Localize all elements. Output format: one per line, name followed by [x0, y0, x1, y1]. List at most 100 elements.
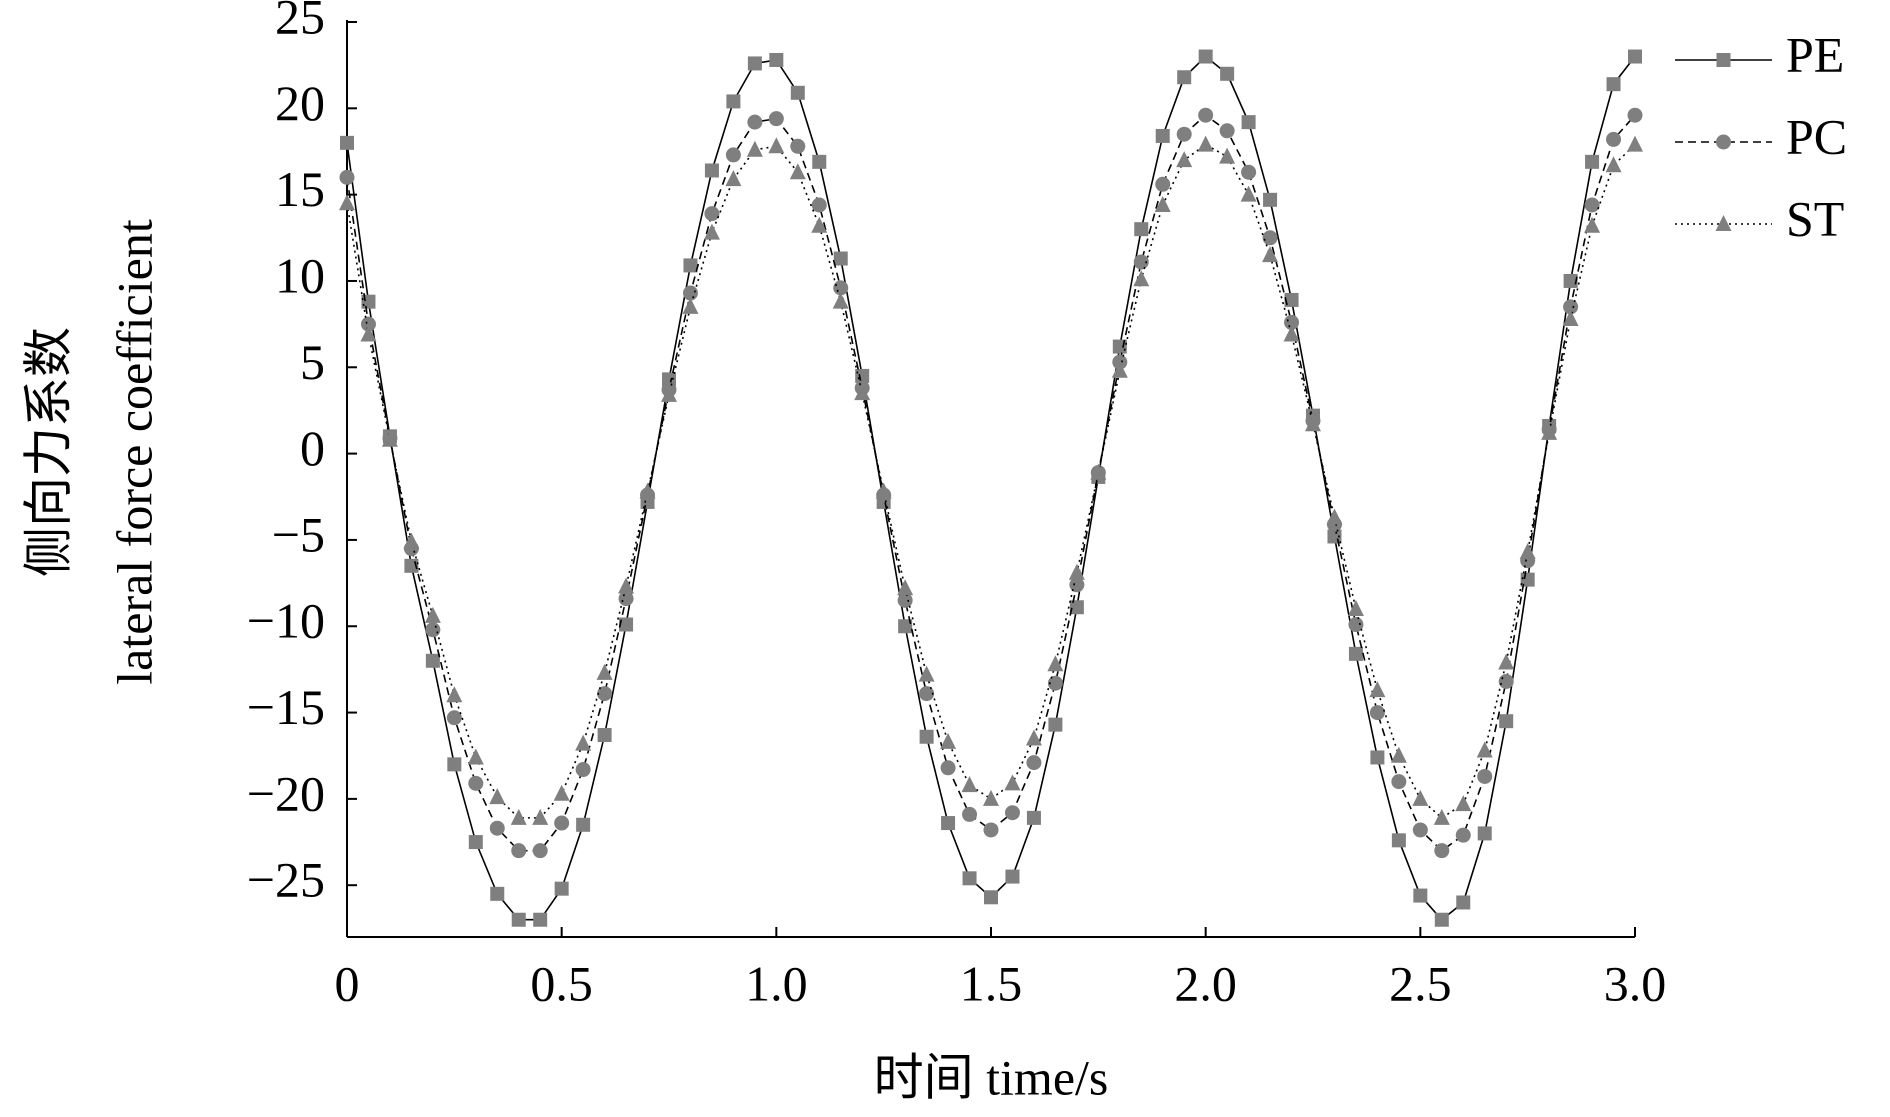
marker [1584, 216, 1601, 233]
marker [1069, 577, 1085, 593]
marker [468, 835, 483, 850]
marker [1048, 717, 1063, 732]
marker [919, 729, 934, 744]
marker [511, 843, 527, 859]
marker [446, 686, 463, 703]
marker [1047, 655, 1064, 672]
marker [425, 653, 440, 668]
marker [1563, 273, 1578, 288]
marker [1519, 543, 1536, 560]
y-tick-label: −10 [247, 593, 325, 649]
marker [1198, 107, 1214, 123]
marker [1455, 827, 1471, 843]
marker [1606, 131, 1622, 147]
marker [576, 817, 591, 832]
marker [1026, 755, 1042, 771]
marker [811, 197, 827, 213]
marker [1455, 795, 1472, 812]
marker [1627, 107, 1643, 123]
marker [1283, 325, 1300, 342]
marker [1348, 646, 1363, 661]
x-tick-label: 1.0 [745, 955, 808, 1011]
marker [1498, 673, 1514, 689]
marker [597, 686, 613, 702]
marker [490, 886, 505, 901]
marker [1477, 768, 1493, 784]
marker [360, 316, 376, 332]
marker [897, 579, 914, 596]
x-tick-label: 2.5 [1389, 955, 1452, 1011]
marker [1369, 681, 1386, 698]
marker [1155, 128, 1170, 143]
marker [1176, 126, 1192, 142]
y-tick-label: 0 [300, 420, 325, 476]
marker [918, 665, 935, 682]
marker [1628, 49, 1642, 64]
marker [1584, 197, 1600, 213]
marker [1176, 151, 1193, 168]
y-axis-label: lateral force coefficient [106, 219, 162, 685]
marker [1390, 746, 1407, 763]
marker [919, 686, 935, 702]
marker [468, 775, 484, 791]
marker [1198, 49, 1213, 64]
marker [1476, 741, 1493, 758]
marker [704, 206, 720, 222]
marker [1563, 299, 1579, 315]
marker [575, 762, 591, 778]
marker [875, 482, 892, 499]
marker [683, 258, 698, 273]
marker [618, 591, 634, 607]
marker [1606, 77, 1621, 92]
y-axis-label: 侧向力系数 [20, 327, 76, 577]
marker [1347, 599, 1364, 616]
marker [553, 784, 570, 801]
marker [511, 912, 526, 927]
marker [424, 606, 441, 623]
marker [1562, 309, 1579, 326]
marker [790, 138, 806, 154]
marker [1241, 115, 1256, 130]
marker [1197, 135, 1214, 152]
x-tick-label: 0.5 [530, 955, 593, 1011]
x-axis-label: 时间 time/s [874, 1049, 1109, 1105]
marker [811, 216, 828, 233]
marker [425, 622, 441, 638]
marker [747, 56, 762, 71]
marker [1262, 230, 1278, 246]
marker [1433, 808, 1450, 825]
marker [962, 871, 977, 886]
marker [1541, 423, 1558, 440]
marker [467, 748, 484, 765]
marker [725, 170, 742, 187]
marker [768, 137, 785, 154]
legend-label: ST [1786, 190, 1844, 246]
marker [897, 592, 913, 608]
y-tick-label: −20 [247, 765, 325, 821]
marker [1241, 164, 1257, 180]
marker [1369, 705, 1385, 721]
marker [940, 760, 956, 776]
marker [746, 140, 763, 157]
marker [1004, 805, 1020, 821]
marker [789, 163, 806, 180]
marker [725, 147, 741, 163]
y-tick-label: 15 [275, 161, 325, 217]
marker [361, 294, 376, 309]
marker [403, 532, 420, 549]
marker [1434, 912, 1449, 927]
marker [1413, 888, 1428, 903]
marker [1370, 750, 1385, 765]
marker [1133, 254, 1149, 270]
marker [489, 788, 506, 805]
marker [1477, 826, 1492, 841]
marker [1716, 134, 1731, 150]
marker [1585, 154, 1600, 169]
marker [1177, 70, 1192, 85]
x-tick-label: 1.5 [960, 955, 1023, 1011]
marker [983, 822, 999, 838]
marker [339, 194, 355, 211]
marker [1391, 833, 1406, 848]
marker [489, 820, 505, 836]
